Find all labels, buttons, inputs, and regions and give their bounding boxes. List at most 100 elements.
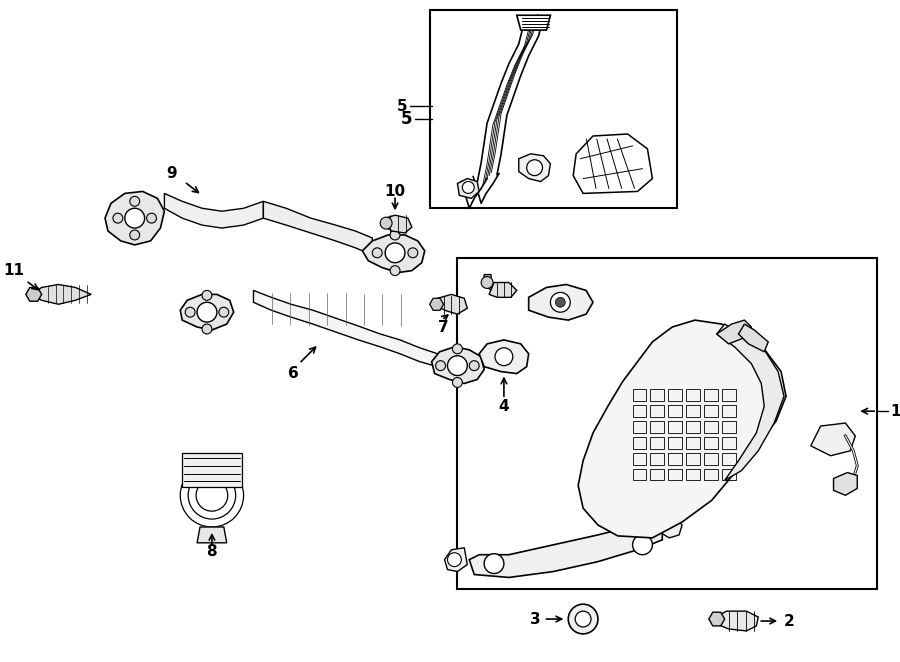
Bar <box>704 389 717 401</box>
Bar <box>651 469 664 481</box>
Circle shape <box>551 293 571 312</box>
Bar <box>722 437 735 449</box>
Circle shape <box>447 553 462 567</box>
Circle shape <box>219 307 229 317</box>
Bar <box>633 469 646 481</box>
Bar <box>668 453 682 465</box>
Polygon shape <box>445 547 467 571</box>
Circle shape <box>408 248 418 258</box>
Circle shape <box>112 213 122 223</box>
Polygon shape <box>469 520 662 577</box>
Polygon shape <box>715 611 759 631</box>
Polygon shape <box>479 340 528 373</box>
Polygon shape <box>429 299 444 310</box>
Bar <box>429 11 677 209</box>
Text: 2: 2 <box>784 614 795 628</box>
Polygon shape <box>382 215 412 233</box>
Polygon shape <box>578 320 786 538</box>
Text: 3: 3 <box>530 612 541 626</box>
Circle shape <box>484 553 504 573</box>
Bar <box>704 453 717 465</box>
Polygon shape <box>197 527 227 543</box>
Bar <box>704 421 717 433</box>
Circle shape <box>526 160 543 175</box>
Polygon shape <box>709 612 725 626</box>
Polygon shape <box>716 320 752 344</box>
Bar <box>686 389 700 401</box>
Bar <box>722 389 735 401</box>
Polygon shape <box>739 324 769 352</box>
Bar <box>651 405 664 417</box>
Polygon shape <box>457 179 479 199</box>
Circle shape <box>453 377 463 387</box>
Circle shape <box>147 213 157 223</box>
Text: 10: 10 <box>384 184 406 199</box>
Bar <box>668 469 682 481</box>
Text: 4: 4 <box>499 399 509 414</box>
Bar <box>668 389 682 401</box>
Circle shape <box>390 230 400 240</box>
Bar <box>686 469 700 481</box>
Bar <box>704 405 717 417</box>
Polygon shape <box>180 295 234 330</box>
Circle shape <box>373 248 382 258</box>
Circle shape <box>125 209 145 228</box>
Text: 5: 5 <box>397 99 408 114</box>
Circle shape <box>463 181 474 193</box>
Text: 11: 11 <box>3 263 23 278</box>
Bar <box>686 437 700 449</box>
Bar <box>651 437 664 449</box>
Text: 7: 7 <box>437 320 448 334</box>
Polygon shape <box>489 283 517 297</box>
Circle shape <box>390 265 400 275</box>
Circle shape <box>436 361 446 371</box>
Circle shape <box>633 535 652 555</box>
Circle shape <box>202 291 211 301</box>
Circle shape <box>453 344 463 354</box>
Bar <box>651 453 664 465</box>
Circle shape <box>575 611 591 627</box>
Bar <box>633 437 646 449</box>
Text: 8: 8 <box>207 544 217 559</box>
Bar <box>182 453 241 487</box>
Bar <box>668 405 682 417</box>
Polygon shape <box>660 518 682 538</box>
Circle shape <box>202 324 211 334</box>
Circle shape <box>555 297 565 307</box>
Polygon shape <box>518 154 551 181</box>
Circle shape <box>447 355 467 375</box>
Polygon shape <box>484 275 491 291</box>
Bar <box>686 405 700 417</box>
Polygon shape <box>432 347 484 383</box>
Bar <box>686 453 700 465</box>
Bar <box>633 453 646 465</box>
Circle shape <box>185 307 195 317</box>
Bar <box>633 389 646 401</box>
Polygon shape <box>435 295 467 314</box>
Polygon shape <box>32 285 91 305</box>
Bar <box>704 469 717 481</box>
Bar <box>722 469 735 481</box>
Polygon shape <box>517 15 551 30</box>
Bar <box>668 421 682 433</box>
Polygon shape <box>165 193 264 228</box>
Text: 9: 9 <box>166 166 177 181</box>
Polygon shape <box>528 285 593 320</box>
Bar <box>651 421 664 433</box>
Bar <box>704 437 717 449</box>
Polygon shape <box>105 191 165 245</box>
Polygon shape <box>716 324 784 481</box>
Circle shape <box>197 303 217 322</box>
Bar <box>651 389 664 401</box>
Text: 5: 5 <box>400 110 412 128</box>
Bar <box>722 453 735 465</box>
Polygon shape <box>363 235 425 273</box>
Text: 1: 1 <box>890 404 900 418</box>
Polygon shape <box>264 201 373 255</box>
Bar <box>457 258 878 589</box>
Circle shape <box>380 217 392 229</box>
Text: 6: 6 <box>288 366 299 381</box>
Circle shape <box>130 197 140 207</box>
Bar <box>722 405 735 417</box>
Circle shape <box>495 348 513 365</box>
